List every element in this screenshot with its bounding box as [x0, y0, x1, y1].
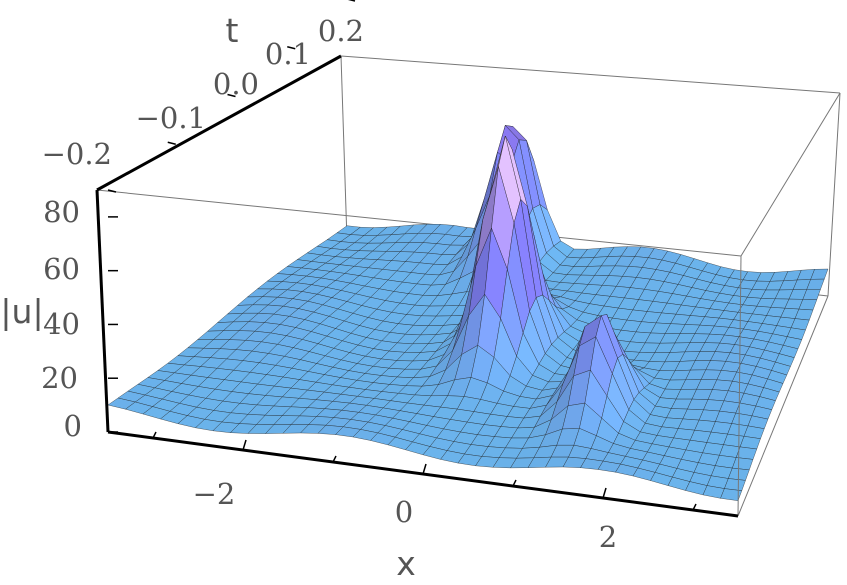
t-tick [167, 141, 176, 145]
axis-ticks [107, 0, 697, 511]
x-tick [242, 439, 247, 451]
t-tick-label: 0.1 [265, 37, 311, 71]
t-axis-line [96, 54, 342, 192]
bounding-box-edge [740, 92, 841, 257]
z-tick-label: 80 [43, 195, 80, 229]
t-tick [227, 93, 236, 98]
z-axis-line [95, 189, 110, 433]
surface-patch [731, 457, 754, 471]
bounding-box-edge [827, 92, 841, 297]
bounding-box-edge [96, 189, 742, 257]
x-axis-label: x [396, 544, 416, 583]
x-tick-label: 2 [599, 520, 617, 554]
bounding-box-edge [340, 55, 841, 94]
bounding-box-edge [737, 295, 829, 517]
x-tick-label: 0 [395, 495, 413, 529]
x-tick [152, 431, 157, 439]
t-tick-label: 0.0 [213, 67, 259, 101]
x-tick-label: −2 [193, 477, 236, 511]
t-tick-label: −0.1 [136, 101, 206, 135]
x-tick [692, 503, 697, 511]
t-tick [347, 0, 356, 2]
z-tick-label: 0 [64, 409, 82, 443]
z-axis-label: |u| [0, 292, 43, 331]
surface-patch [735, 446, 758, 460]
t-axis-label: t [226, 11, 239, 50]
bounding-box-edge [340, 55, 348, 242]
tick-labels: 0 20 40 60 80 −0.2 −0.1 0.0 0.1 0.2 −2 0… [41, 14, 617, 554]
t-tick [107, 189, 117, 193]
z-tick-label: 60 [43, 252, 80, 286]
z-tick-label: 20 [41, 361, 78, 395]
z-tick-label: 40 [43, 307, 80, 341]
x-tick [602, 487, 607, 499]
surface [107, 124, 829, 501]
surface-patch [720, 488, 743, 501]
bounding-box-edge [737, 255, 742, 517]
x-tick [422, 463, 427, 475]
bounding-box-front [737, 255, 829, 517]
x-tick [512, 479, 517, 487]
x-tick [332, 455, 337, 463]
t-tick [287, 46, 296, 50]
t-tick-label: −0.2 [42, 137, 112, 171]
t-tick-label: 0.2 [318, 14, 364, 48]
